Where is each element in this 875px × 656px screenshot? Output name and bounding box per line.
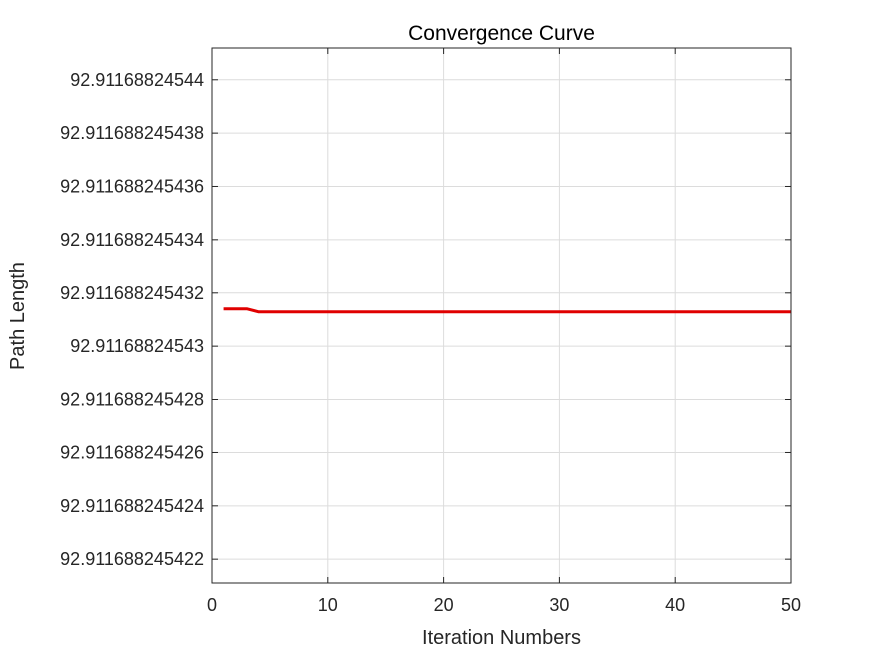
y-tick-label: 92.911688245432 <box>60 283 204 303</box>
y-tick-label: 92.911688245438 <box>60 123 204 143</box>
y-tick-label: 92.91168824544 <box>70 70 204 90</box>
y-axis-label: Path Length <box>7 262 29 370</box>
series-layer <box>223 307 791 314</box>
x-tick-label: 10 <box>318 595 338 615</box>
x-tick-label: 20 <box>434 595 454 615</box>
y-tick-label: 92.91168824543 <box>70 336 204 356</box>
y-tick-label: 92.911688245428 <box>60 389 204 409</box>
y-tick-label: 92.911688245426 <box>60 442 204 462</box>
chart-title: Convergence Curve <box>408 22 595 45</box>
x-tick-label: 40 <box>665 595 685 615</box>
axes-box <box>211 47 792 584</box>
x-axis-label: Iteration Numbers <box>422 627 581 649</box>
plot-area <box>212 48 791 583</box>
y-tick-label: 92.911688245434 <box>60 230 204 250</box>
x-tick-label: 30 <box>549 595 569 615</box>
series-line <box>223 307 791 314</box>
x-tick-label: 50 <box>781 595 801 615</box>
grid <box>211 48 792 583</box>
y-tick-label: 92.911688245422 <box>60 549 204 569</box>
y-tick-label: 92.911688245436 <box>60 176 204 196</box>
ticks: 0 10 20 30 40 50 92.911688245422 92.91168824542… <box>60 48 801 615</box>
x-tick-label: 0 <box>207 595 217 615</box>
y-tick-label: 92.911688245424 <box>60 496 204 516</box>
